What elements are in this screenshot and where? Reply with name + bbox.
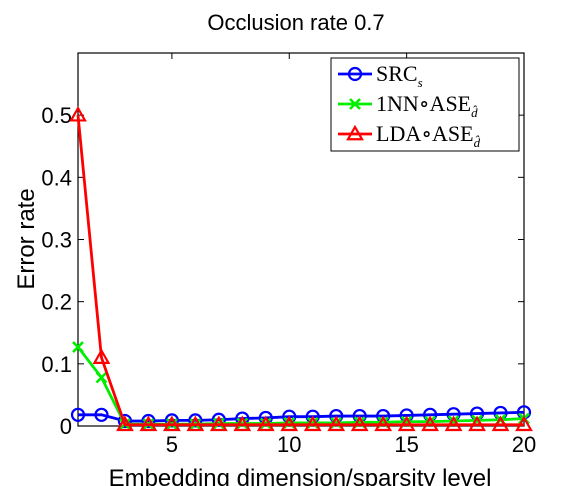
y-tick-label: 0.2 (41, 290, 72, 315)
legend-entry-label: SRC (376, 61, 418, 86)
data-point (350, 415, 369, 432)
legend-marker (349, 98, 361, 110)
data-point (70, 407, 86, 422)
legend-marker (346, 124, 364, 141)
data-point (69, 105, 87, 122)
data-point (303, 415, 322, 432)
y-tick-label: 0.3 (41, 228, 72, 253)
legend-entry-subscript: d̂ (474, 135, 481, 150)
data-point (186, 415, 205, 432)
data-point (421, 415, 440, 432)
y-tick-label: 0 (60, 414, 72, 439)
legend-entry-label: LDA∘ASE (376, 121, 474, 146)
data-point (327, 415, 346, 432)
data-point (139, 415, 158, 432)
x-tick-label: 5 (166, 432, 178, 457)
data-point (491, 415, 510, 432)
chart-title: Occlusion rate 0.7 (207, 10, 384, 35)
legend-entry-subscript: s (418, 75, 423, 90)
legend-entry: SRCs (376, 61, 423, 90)
data-point (444, 415, 463, 432)
data-point (188, 413, 203, 428)
x-tick-label: 10 (277, 432, 301, 457)
y-tick-label: 0.5 (41, 103, 72, 128)
data-point (164, 413, 179, 428)
data-point (209, 415, 228, 432)
data-point (374, 415, 393, 432)
x-axis-label: Embedding dimension/sparsity level (109, 465, 492, 486)
legend-entry: LDA∘ASEd̂ (376, 121, 481, 150)
data-point (233, 415, 252, 432)
data-point (94, 407, 109, 422)
data-point (256, 415, 275, 432)
legend-entry-subscript: d̂ (471, 105, 478, 120)
data-point (330, 416, 343, 429)
data-point (117, 413, 133, 429)
legend-entry-label: 1NN∘ASE (376, 91, 471, 116)
data-point (397, 415, 416, 432)
y-axis-label: Error rate (13, 188, 40, 289)
data-point (280, 415, 299, 432)
data-point (515, 415, 533, 432)
data-point (141, 413, 156, 429)
data-point (306, 416, 319, 429)
data-point (72, 341, 84, 353)
y-tick-label: 0.1 (41, 352, 72, 377)
data-point (283, 416, 296, 429)
axis-ticks: 5 10 15 20 0 0.1 0.2 0.3 0.4 0.5 (41, 53, 536, 457)
data-point (468, 415, 486, 432)
series-group (69, 105, 533, 432)
legend-entry: 1NN∘ASEd̂ (376, 91, 478, 120)
data-point (95, 371, 108, 384)
x-tick-label: 15 (394, 432, 418, 457)
legend-marker (347, 66, 363, 82)
series-triangle (69, 105, 533, 432)
data-point (116, 415, 134, 432)
y-tick-label: 0.4 (41, 165, 72, 190)
data-point (92, 348, 111, 364)
x-tick-label: 20 (512, 432, 536, 457)
data-point (162, 415, 181, 432)
